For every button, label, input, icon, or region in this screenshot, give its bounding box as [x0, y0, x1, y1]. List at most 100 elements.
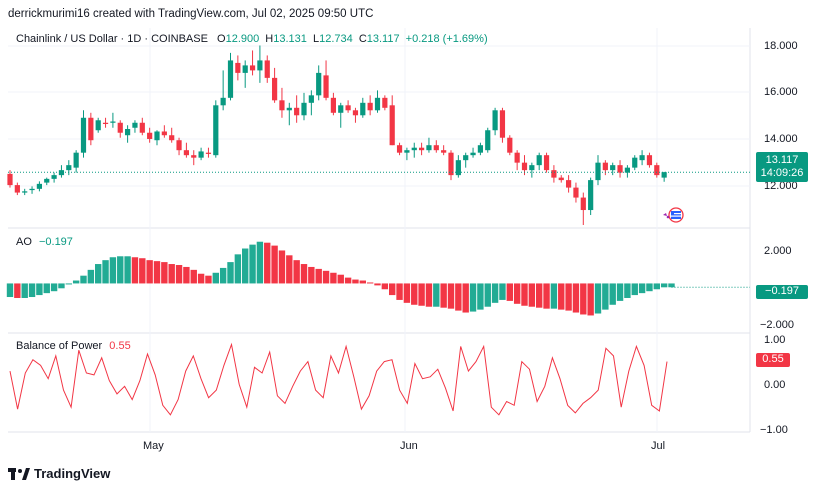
ao-bar: [646, 283, 653, 292]
candle-body: [639, 155, 645, 161]
ao-bar: [139, 258, 146, 284]
candle-body: [220, 97, 226, 106]
ao-bar: [477, 283, 484, 310]
grid-lines: [8, 28, 750, 432]
chart-author-line: derrickmurimi16 created with TradingView…: [8, 8, 374, 20]
candle-body: [477, 145, 483, 153]
ao-bar: [286, 255, 293, 284]
ao-bar: [359, 280, 366, 284]
us-flag-event-icon[interactable]: [663, 207, 684, 223]
candle-body: [536, 155, 542, 166]
ao-bar: [418, 283, 425, 306]
ao-value-badge: −0.197: [756, 285, 808, 299]
price-tick-16: 16.000: [764, 86, 798, 98]
ao-bar: [256, 241, 264, 284]
candle-body: [602, 162, 608, 171]
price-tick-12: 12.000: [764, 180, 798, 192]
last-price-badge: 13.117 14:09:26: [756, 152, 808, 182]
ao-bar: [616, 283, 624, 301]
ao-bar: [344, 277, 352, 284]
candle-body: [73, 152, 79, 168]
candle-body: [558, 177, 564, 181]
high-label: H: [265, 33, 274, 45]
ao-bar: [50, 283, 58, 292]
ao-bar: [58, 283, 65, 289]
tradingview-mark-icon: [8, 467, 30, 480]
candle-body: [88, 117, 94, 141]
ao-bar: [278, 250, 286, 284]
ao-bar: [381, 283, 389, 290]
candle-body: [169, 135, 175, 141]
ao-bar: [219, 267, 227, 284]
candle-body: [404, 150, 410, 153]
candle-body: [352, 110, 359, 116]
ao-bar: [337, 274, 344, 284]
ao-bar: [205, 275, 212, 284]
bop-tick-neg1: −1.00: [760, 424, 788, 436]
ao-bar: [543, 283, 550, 309]
tradingview-logo[interactable]: TradingView: [8, 466, 110, 481]
candle-body: [125, 128, 131, 136]
ao-bar: [594, 283, 602, 314]
bop-legend[interactable]: Balance of Power 0.55: [16, 340, 131, 352]
bar-countdown: 14:09:26: [760, 167, 804, 179]
candle-body: [58, 170, 65, 176]
candle-body: [249, 65, 256, 71]
ao-bar: [242, 248, 249, 284]
ao-bar: [197, 273, 205, 284]
candle-body: [308, 95, 314, 103]
candle-body: [117, 122, 123, 133]
ao-bar: [227, 262, 234, 284]
ao-bar: [153, 261, 161, 284]
change-value: +0.218 (+1.69%): [405, 33, 488, 45]
candle-body: [330, 97, 336, 113]
ao-bar: [175, 265, 183, 284]
candle-body: [514, 152, 520, 163]
symbol-label[interactable]: Chainlink / US Dollar · 1D · COINBASE: [16, 33, 208, 45]
ao-bar: [109, 257, 117, 284]
candle-body: [7, 173, 13, 186]
ao-bar: [455, 283, 462, 311]
candle-body: [654, 165, 660, 176]
ao-bar: [14, 283, 21, 298]
open-value: 12.900: [225, 33, 260, 45]
ao-bar: [653, 283, 660, 290]
ao-bar: [72, 280, 80, 284]
ao-bar: [95, 264, 102, 284]
ao-bar: [366, 282, 374, 284]
candle-body: [646, 155, 653, 166]
close-value: 13.117: [366, 33, 400, 45]
ao-bar: [6, 283, 14, 298]
low-label: L: [312, 33, 320, 45]
ao-bar: [293, 260, 300, 284]
candle-body: [36, 183, 42, 189]
candle-body: [551, 170, 557, 178]
ao-bar: [462, 283, 469, 313]
close-label: C: [358, 33, 367, 45]
candle-body: [242, 65, 248, 73]
ao-bar: [374, 283, 381, 286]
candle-body: [213, 105, 219, 156]
ao-bar: [484, 283, 491, 307]
candle-body: [396, 145, 403, 153]
ao-legend[interactable]: AO −0.197: [16, 236, 73, 248]
candle-body: [492, 110, 498, 131]
candle-body: [316, 72, 322, 96]
ao-bar: [234, 254, 242, 284]
ao-bar: [146, 260, 153, 284]
candle-body: [14, 185, 20, 193]
candle-body: [521, 162, 528, 171]
bop-tick-1: 1.00: [764, 334, 786, 346]
bop-name: Balance of Power: [16, 340, 103, 352]
candle-body: [154, 131, 160, 141]
ao-bar: [396, 283, 403, 300]
candle-body: [147, 132, 153, 139]
time-tick-may: May: [143, 440, 164, 452]
ao-bar: [447, 283, 455, 309]
main-legend[interactable]: Chainlink / US Dollar · 1D · COINBASE O1…: [16, 33, 488, 45]
candle-body: [617, 165, 623, 173]
ao-bar: [521, 283, 528, 306]
ao-bar: [21, 283, 28, 298]
ao-bar: [558, 283, 565, 310]
candle-body: [51, 175, 57, 179]
